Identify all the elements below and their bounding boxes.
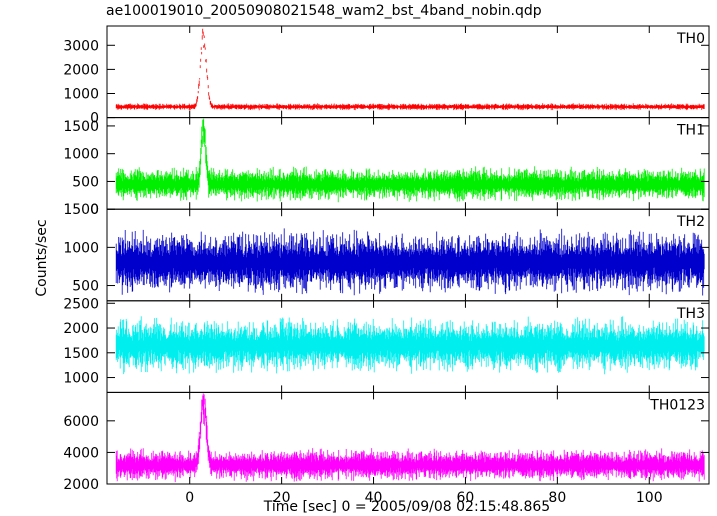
- chart-title: ae100019010_20050908021548_wam2_bst_4ban…: [106, 3, 542, 19]
- y-tick-label: 2500: [63, 296, 99, 312]
- panel-th0123: 2000 4000 6000 TH0123: [63, 391, 710, 493]
- y-tick-label: 1500: [63, 202, 99, 218]
- panel-th3: 1000 1500 2000 2500 TH3: [63, 296, 710, 393]
- y-tick-label: 1000: [63, 240, 99, 256]
- panel-th2: 500 1000 1500 TH2: [63, 202, 710, 302]
- x-tick-label: 80: [548, 490, 566, 506]
- y-tick-label: 500: [72, 279, 99, 295]
- panel-label: TH0123: [649, 397, 705, 413]
- panel-th1: 0 500 1000 1500 TH1: [63, 117, 710, 218]
- series-th0123: [115, 393, 705, 483]
- y-tick-label: 2000: [63, 477, 99, 493]
- x-tick-label: 40: [365, 490, 383, 506]
- panel-frame: [106, 25, 710, 119]
- series-th1: [115, 118, 705, 203]
- panel-label: TH2: [676, 214, 705, 230]
- y-tick-label: 0: [90, 111, 99, 127]
- y-tick-label: 0: [90, 202, 99, 218]
- y-tick-label: 3000: [63, 38, 99, 54]
- panel-label: TH1: [676, 123, 705, 139]
- y-tick-label: 1500: [63, 346, 99, 362]
- y-tick-label: 4000: [63, 445, 99, 461]
- x-axis-label: Time [sec] 0 = 2005/09/08 02:15:48.865: [263, 499, 550, 515]
- y-tick-label: 1000: [63, 147, 99, 163]
- x-tick-label: 60: [457, 490, 475, 506]
- x-tick-label: 0: [185, 490, 194, 506]
- panel-frame: [106, 391, 710, 485]
- y-tick-label: 2000: [63, 62, 99, 78]
- y-tick-label: 2000: [63, 321, 99, 337]
- x-tick-label: 20: [273, 490, 291, 506]
- x-tick-label: 100: [636, 490, 663, 506]
- y-tick-label: 1000: [63, 371, 99, 387]
- y-tick-label: 500: [72, 174, 99, 190]
- series-th3: [115, 316, 705, 375]
- y-tick-label: 1000: [63, 86, 99, 102]
- panel-th0: 0 1000 2000 3000 TH0: [63, 25, 710, 127]
- y-tick-label: 1500: [63, 119, 99, 135]
- series-th0: [115, 28, 705, 111]
- panel-label: TH3: [676, 306, 705, 322]
- series-th2: [115, 228, 705, 296]
- panel-label: TH0: [676, 31, 705, 47]
- y-axis-label: Counts/sec: [34, 219, 50, 296]
- y-tick-label: 6000: [63, 414, 99, 430]
